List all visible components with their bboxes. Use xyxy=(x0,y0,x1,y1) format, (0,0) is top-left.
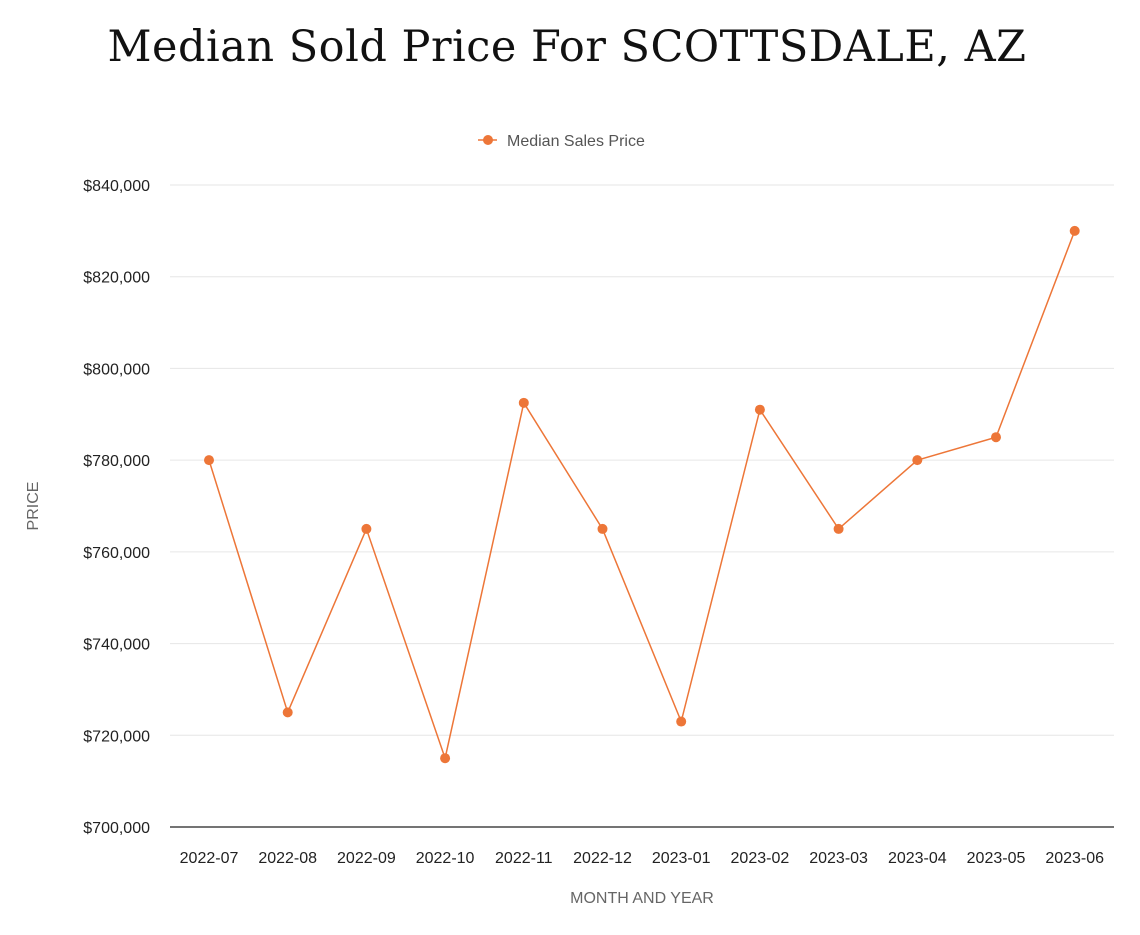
x-tick-label: 2023-06 xyxy=(1045,850,1104,867)
y-tick-label: $700,000 xyxy=(83,820,150,837)
data-point xyxy=(1069,225,1080,236)
data-point xyxy=(518,397,529,408)
data-point xyxy=(991,432,1001,443)
y-tick-label: $780,000 xyxy=(83,453,150,470)
y-tick-label: $740,000 xyxy=(83,637,150,654)
gridlines xyxy=(170,184,1114,736)
x-tick-label: 2022-07 xyxy=(180,850,239,867)
x-tick-label: 2022-08 xyxy=(258,850,317,867)
data-point xyxy=(361,523,372,534)
data-point xyxy=(440,753,451,764)
x-tick-label: 2022-10 xyxy=(416,850,475,867)
x-tick-label: 2023-02 xyxy=(731,850,790,867)
y-tick-label: $800,000 xyxy=(83,361,150,378)
x-tick-label: 2022-09 xyxy=(337,850,396,867)
y-tick-label: $820,000 xyxy=(83,270,150,287)
data-point xyxy=(282,707,293,718)
x-axis-title: MONTH AND YEAR xyxy=(570,890,714,907)
data-point xyxy=(597,523,608,534)
legend-label: Median Sales Price xyxy=(507,133,645,150)
data-point xyxy=(912,455,923,466)
y-tick-label: $720,000 xyxy=(83,728,150,745)
series-group xyxy=(204,225,1080,764)
data-point xyxy=(833,523,844,534)
legend: Median Sales Price xyxy=(478,133,645,150)
legend-marker xyxy=(483,135,493,145)
data-point xyxy=(204,455,214,466)
data-point xyxy=(676,716,687,727)
y-tick-label: $840,000 xyxy=(83,178,150,195)
data-point xyxy=(754,404,765,415)
x-tick-label: 2023-05 xyxy=(967,850,1026,867)
series-line xyxy=(208,230,1076,761)
x-tick-label: 2023-01 xyxy=(652,850,711,867)
chart-title: Median Sold Price For SCOTTSDALE, AZ xyxy=(107,22,1027,72)
x-tick-label: 2022-11 xyxy=(495,850,553,867)
x-tick-label: 2023-04 xyxy=(888,850,947,867)
x-tick-label: 2022-12 xyxy=(573,850,632,867)
y-tick-label: $760,000 xyxy=(83,545,150,562)
x-axis-ticks: 2022-07 2022-08 2022-09 2022-10 2022-11 2022-… xyxy=(180,850,1105,867)
x-tick-label: 2023-03 xyxy=(809,850,868,867)
y-axis-title: PRICE xyxy=(25,482,42,531)
y-axis-ticks: $700,000 $720,000 $740,000 $760,000 $780,000… xyxy=(83,178,150,837)
